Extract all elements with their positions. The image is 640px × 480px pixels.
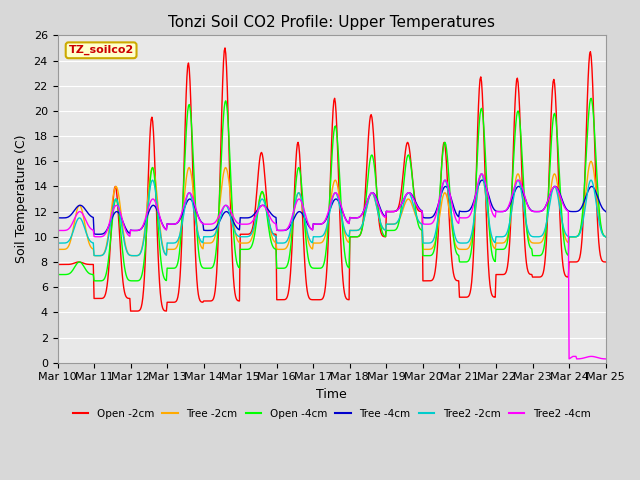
Legend: Open -2cm, Tree -2cm, Open -4cm, Tree -4cm, Tree2 -2cm, Tree2 -4cm: Open -2cm, Tree -2cm, Open -4cm, Tree -4… [68, 405, 595, 423]
Y-axis label: Soil Temperature (C): Soil Temperature (C) [15, 135, 28, 263]
Title: Tonzi Soil CO2 Profile: Upper Temperatures: Tonzi Soil CO2 Profile: Upper Temperatur… [168, 15, 495, 30]
Text: TZ_soilco2: TZ_soilco2 [68, 45, 134, 55]
X-axis label: Time: Time [316, 388, 347, 401]
